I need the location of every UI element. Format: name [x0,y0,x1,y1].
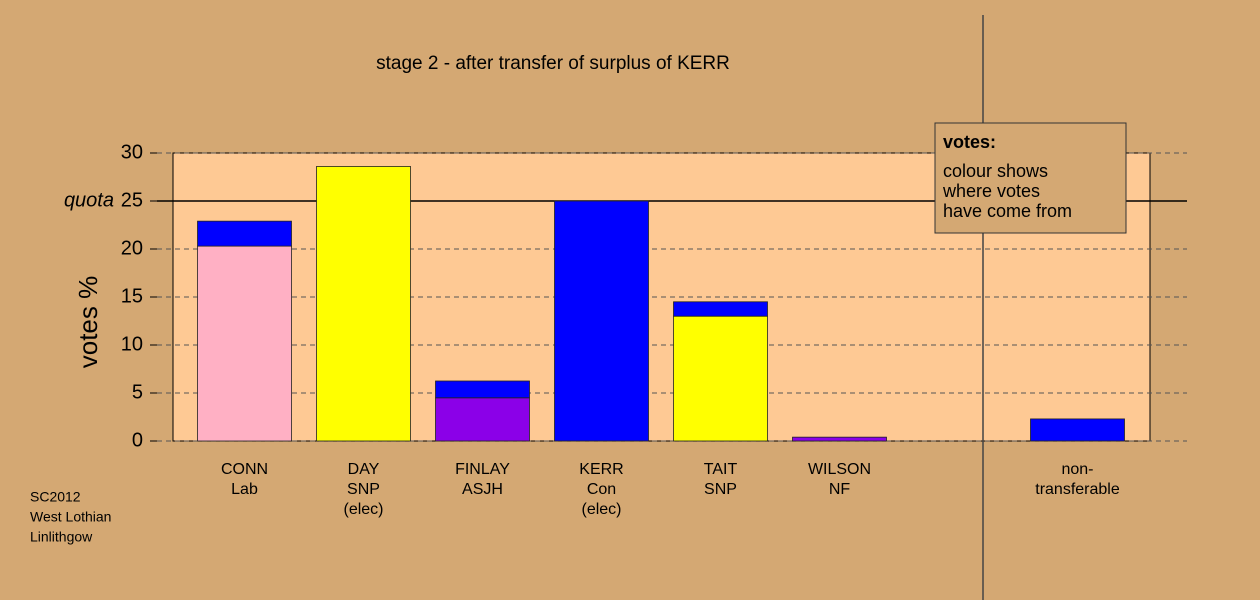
x-tick-label: FINLAY [455,461,510,478]
legend-text: have come from [943,201,1072,221]
bar-segment [673,315,768,442]
x-tick-label: NF [829,481,851,498]
bar-segment [792,436,887,442]
x-tick-label: CONN [221,461,268,478]
y-tick-label: 15 [121,285,143,307]
x-tick-label: DAY [348,461,380,478]
x-tick-label: non- [1061,461,1093,478]
bar-segment [435,380,530,399]
bar-segment [197,245,292,442]
footer-text: Linlithgow [30,529,93,545]
x-tick-label: TAIT [704,461,738,478]
y-tick-label: 20 [121,237,143,259]
bar-segment [197,220,292,247]
x-tick-label: SNP [347,481,380,498]
y-tick-label: 5 [132,381,143,403]
x-tick-label: ASJH [462,481,503,498]
x-tick-label: Con [587,481,616,498]
legend-text: where votes [942,181,1040,201]
bar-segment [1030,418,1125,442]
x-tick-label: SNP [704,481,737,498]
x-tick-label: Lab [231,481,258,498]
bar-segment [316,166,411,442]
x-tick-label: WILSON [808,461,871,478]
footer-text: SC2012 [30,489,81,505]
y-tick-label: 30 [121,141,143,163]
y-tick-label: 25 [121,189,143,211]
y-axis-label: votes % [73,276,103,369]
legend-box [934,122,1127,234]
bar-segment [673,301,768,317]
legend-title: votes: [943,132,996,152]
x-tick-label: KERR [579,461,623,478]
bar-segment [554,200,649,442]
y-tick-label: 0 [132,429,143,451]
x-tick-label: (elec) [343,501,383,518]
footer-text: West Lothian [30,509,111,525]
legend-text: colour shows [943,161,1048,181]
quota-label: quota [64,189,114,211]
x-tick-label: (elec) [581,501,621,518]
x-tick-label: transferable [1035,481,1120,498]
y-tick-label: 10 [121,333,143,355]
bar-segment [435,397,530,442]
chart-title: stage 2 - after transfer of surplus of K… [376,53,730,74]
